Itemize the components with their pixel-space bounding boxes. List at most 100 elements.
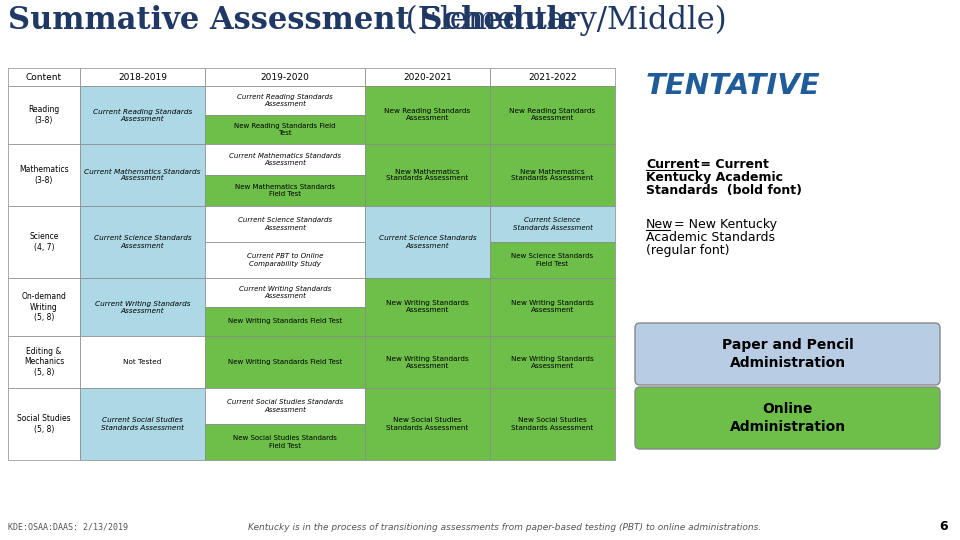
Text: Reading
(3-8): Reading (3-8) [29,105,60,125]
Bar [8,336,80,388]
Bar [80,68,205,86]
Text: Current Mathematics Standards
Assessment: Current Mathematics Standards Assessment [84,168,201,181]
Bar [205,336,365,388]
Text: New Writing Standards Field Test: New Writing Standards Field Test [228,319,342,325]
Bar [80,278,205,336]
Text: Current Science
Standards Assessment: Current Science Standards Assessment [513,218,592,231]
Bar [205,115,365,144]
Bar [205,144,365,175]
Bar [365,144,490,206]
Bar [205,86,365,115]
Bar [205,424,365,460]
Text: Current Reading Standards
Assessment: Current Reading Standards Assessment [93,109,192,122]
Text: Editing &
Mechanics
(5, 8): Editing & Mechanics (5, 8) [24,347,64,377]
Bar [80,86,205,144]
Bar [205,242,365,278]
Text: Current Writing Standards
Assessment: Current Writing Standards Assessment [95,300,190,314]
Text: New Mathematics Standards
Field Test: New Mathematics Standards Field Test [235,184,335,197]
Text: Current Science Standards
Assessment: Current Science Standards Assessment [378,235,476,248]
Text: New Science Standards
Field Test: New Science Standards Field Test [512,253,593,267]
Text: Current Science Standards
Assessment: Current Science Standards Assessment [94,235,191,248]
Text: = Current: = Current [696,158,769,171]
Bar [205,278,365,307]
Text: Social Studies
(5, 8): Social Studies (5, 8) [17,414,71,434]
Text: Academic Standards: Academic Standards [646,231,775,244]
Bar [80,144,205,206]
Bar [8,68,80,86]
Bar [490,278,615,336]
Text: Kentucky Academic: Kentucky Academic [646,171,783,184]
Text: Current Social Studies Standards
Assessment: Current Social Studies Standards Assessm… [227,400,343,413]
Text: Not Tested: Not Tested [123,359,161,365]
Bar [205,307,365,336]
Bar [80,206,205,278]
Text: Kentucky is in the process of transitioning assessments from paper-based testing: Kentucky is in the process of transition… [248,523,761,531]
Text: Current Social Studies
Standards Assessment: Current Social Studies Standards Assessm… [101,417,184,430]
Text: Current Writing Standards
Assessment: Current Writing Standards Assessment [239,286,331,299]
Text: Current Mathematics Standards
Assessment: Current Mathematics Standards Assessment [229,153,341,166]
Text: Current Reading Standards
Assessment: Current Reading Standards Assessment [237,94,333,107]
Bar [365,278,490,336]
Text: KDE:OSAA:DAAS: 2/13/2019: KDE:OSAA:DAAS: 2/13/2019 [8,523,128,531]
Bar [205,68,365,86]
Bar [490,206,615,242]
Text: 2018-2019: 2018-2019 [118,72,167,82]
Bar [490,388,615,460]
Text: New Writing Standards
Assessment: New Writing Standards Assessment [511,355,594,368]
Bar [8,388,80,460]
Text: On-demand
Writing
(5, 8): On-demand Writing (5, 8) [21,292,66,322]
Text: (Elementary/Middle): (Elementary/Middle) [396,5,727,36]
Text: = New Kentucky: = New Kentucky [670,218,777,231]
Bar [365,86,490,144]
Bar [8,206,80,278]
Text: New: New [646,218,673,231]
Text: (regular font): (regular font) [646,244,730,257]
Text: New Writing Standards
Assessment: New Writing Standards Assessment [386,300,468,314]
Text: Online
Administration: Online Administration [730,402,846,434]
Text: New Reading Standards
Assessment: New Reading Standards Assessment [510,109,595,122]
Text: New Mathematics
Standards Assessment: New Mathematics Standards Assessment [512,168,593,181]
Bar [8,144,80,206]
Text: Science
(4, 7): Science (4, 7) [30,232,59,252]
Bar [80,336,205,388]
Text: Content: Content [26,72,62,82]
Bar [365,388,490,460]
FancyBboxPatch shape [635,387,940,449]
Text: New Reading Standards
Assessment: New Reading Standards Assessment [384,109,470,122]
Text: Summative Assessment Schedule: Summative Assessment Schedule [8,5,577,36]
Text: 2020-2021: 2020-2021 [403,72,452,82]
Text: 6: 6 [940,521,948,534]
Bar [490,86,615,144]
Text: New Writing Standards Field Test: New Writing Standards Field Test [228,359,342,365]
Bar [205,388,365,424]
Text: New Social Studies
Standards Assessment: New Social Studies Standards Assessment [512,417,593,430]
Bar [365,68,490,86]
Bar [8,278,80,336]
Text: New Social Studies
Standards Assessment: New Social Studies Standards Assessment [386,417,468,430]
Text: Current PBT to Online
Comparability Study: Current PBT to Online Comparability Stud… [247,253,324,267]
Bar [490,242,615,278]
FancyBboxPatch shape [635,323,940,385]
Bar [205,175,365,206]
Text: New Social Studies Standards
Field Test: New Social Studies Standards Field Test [233,435,337,449]
Text: TENTATIVE: TENTATIVE [646,72,821,100]
Bar [490,144,615,206]
Text: New Reading Standards Field
Test: New Reading Standards Field Test [234,123,336,136]
Bar [205,206,365,242]
Bar [8,86,80,144]
Text: 2021-2022: 2021-2022 [528,72,577,82]
Text: Paper and Pencil
Administration: Paper and Pencil Administration [722,338,853,370]
Text: New Writing Standards
Assessment: New Writing Standards Assessment [511,300,594,314]
Text: 2019-2020: 2019-2020 [260,72,309,82]
Bar [365,336,490,388]
Bar [80,388,205,460]
Text: Standards  (bold font): Standards (bold font) [646,184,802,197]
Text: Current: Current [646,158,700,171]
Bar [490,68,615,86]
Text: Current Science Standards
Assessment: Current Science Standards Assessment [238,218,332,231]
Bar [490,336,615,388]
Text: New Writing Standards
Assessment: New Writing Standards Assessment [386,355,468,368]
Bar [365,206,490,278]
Text: Mathematics
(3-8): Mathematics (3-8) [19,165,69,185]
Text: New Mathematics
Standards Assessment: New Mathematics Standards Assessment [386,168,468,181]
